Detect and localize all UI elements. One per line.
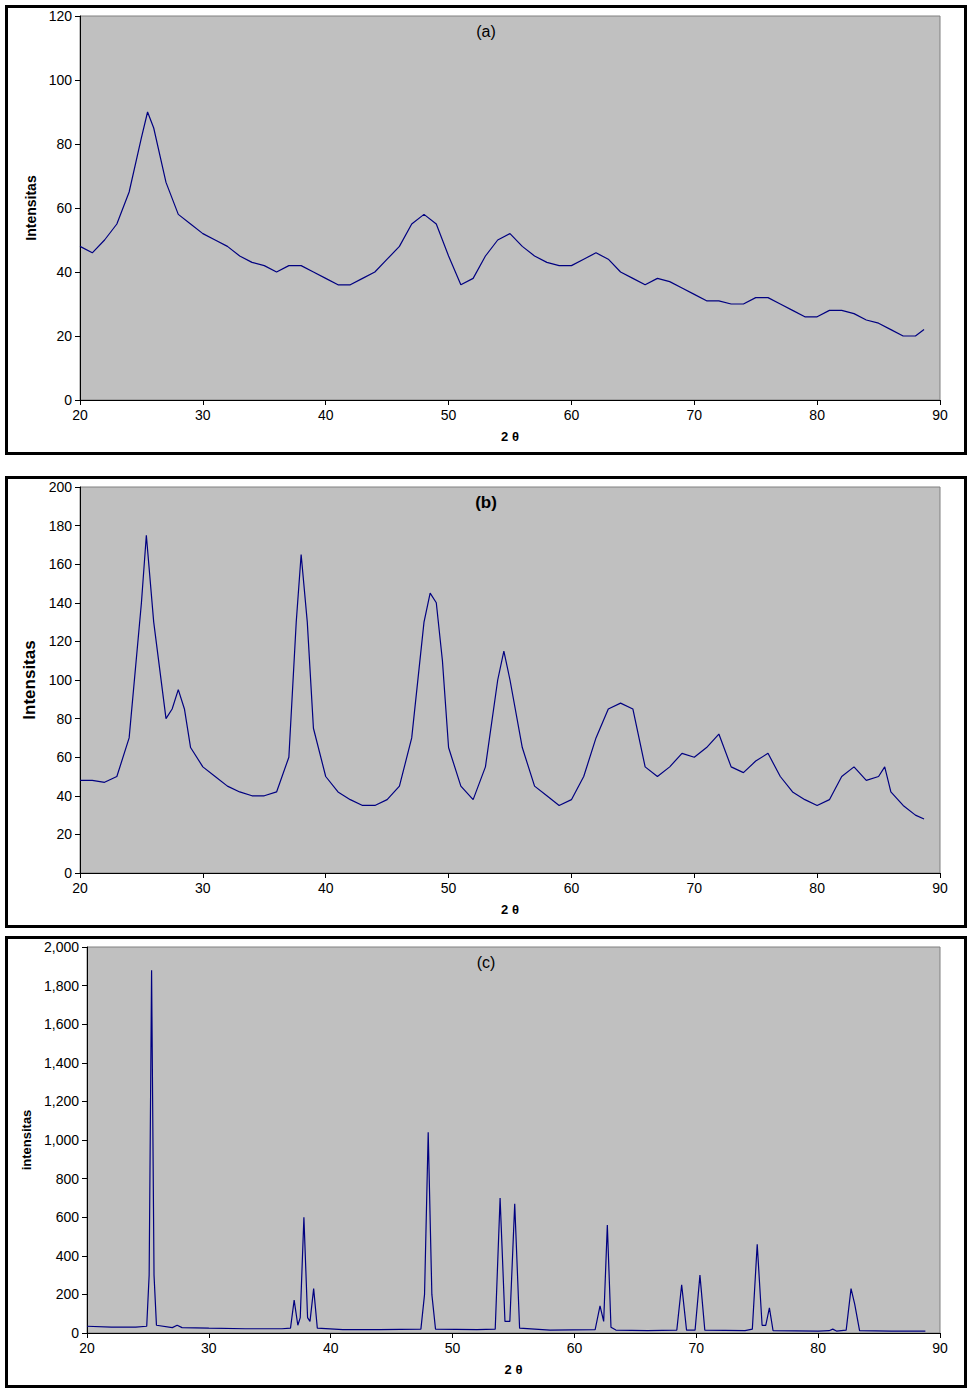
svg-text:120: 120 (49, 8, 73, 24)
svg-text:20: 20 (72, 880, 88, 896)
svg-text:(b): (b) (475, 493, 497, 512)
svg-text:50: 50 (441, 407, 457, 423)
svg-text:intensitas: intensitas (19, 1110, 34, 1171)
svg-text:140: 140 (49, 595, 73, 611)
svg-text:2,000: 2,000 (44, 939, 79, 955)
svg-text:60: 60 (564, 407, 580, 423)
svg-text:30: 30 (201, 1340, 217, 1356)
svg-text:1,400: 1,400 (44, 1055, 79, 1071)
svg-text:2 θ: 2 θ (505, 1362, 523, 1377)
svg-text:20: 20 (79, 1340, 95, 1356)
svg-text:180: 180 (49, 518, 73, 534)
svg-text:0: 0 (64, 392, 72, 408)
svg-text:40: 40 (318, 407, 334, 423)
svg-text:90: 90 (932, 407, 948, 423)
svg-text:90: 90 (932, 1340, 948, 1356)
svg-text:20: 20 (72, 407, 88, 423)
svg-text:80: 80 (56, 136, 72, 152)
svg-text:30: 30 (195, 880, 211, 896)
svg-text:20: 20 (56, 328, 72, 344)
svg-text:800: 800 (56, 1171, 80, 1187)
svg-text:200: 200 (49, 479, 73, 495)
svg-text:160: 160 (49, 556, 73, 572)
svg-text:0: 0 (71, 1325, 79, 1341)
svg-text:60: 60 (56, 749, 72, 765)
svg-text:120: 120 (49, 633, 73, 649)
svg-text:400: 400 (56, 1248, 80, 1264)
svg-text:40: 40 (323, 1340, 339, 1356)
svg-text:20: 20 (56, 826, 72, 842)
svg-text:70: 70 (686, 407, 702, 423)
svg-text:80: 80 (56, 711, 72, 727)
svg-text:1,200: 1,200 (44, 1093, 79, 1109)
svg-text:60: 60 (56, 200, 72, 216)
svg-text:40: 40 (56, 264, 72, 280)
svg-text:1,600: 1,600 (44, 1016, 79, 1032)
svg-text:60: 60 (567, 1340, 583, 1356)
svg-text:50: 50 (441, 880, 457, 896)
svg-text:70: 70 (686, 880, 702, 896)
svg-text:200: 200 (56, 1286, 80, 1302)
svg-text:90: 90 (932, 880, 948, 896)
svg-text:80: 80 (809, 407, 825, 423)
svg-text:(c): (c) (477, 954, 496, 971)
svg-text:80: 80 (810, 1340, 826, 1356)
svg-text:30: 30 (195, 407, 211, 423)
svg-text:Intensitas: Intensitas (23, 175, 39, 241)
svg-text:40: 40 (318, 880, 334, 896)
svg-text:70: 70 (688, 1340, 704, 1356)
svg-text:80: 80 (809, 880, 825, 896)
svg-text:50: 50 (445, 1340, 461, 1356)
svg-text:Intensitas: Intensitas (20, 640, 39, 719)
svg-text:2 θ: 2 θ (501, 429, 519, 444)
svg-text:100: 100 (49, 72, 73, 88)
svg-text:(a): (a) (476, 23, 496, 40)
svg-text:40: 40 (56, 788, 72, 804)
svg-text:0: 0 (64, 865, 72, 881)
svg-text:100: 100 (49, 672, 73, 688)
svg-text:1,800: 1,800 (44, 978, 79, 994)
svg-text:2 θ: 2 θ (501, 902, 519, 917)
svg-text:60: 60 (564, 880, 580, 896)
svg-text:600: 600 (56, 1209, 80, 1225)
svg-text:1,000: 1,000 (44, 1132, 79, 1148)
